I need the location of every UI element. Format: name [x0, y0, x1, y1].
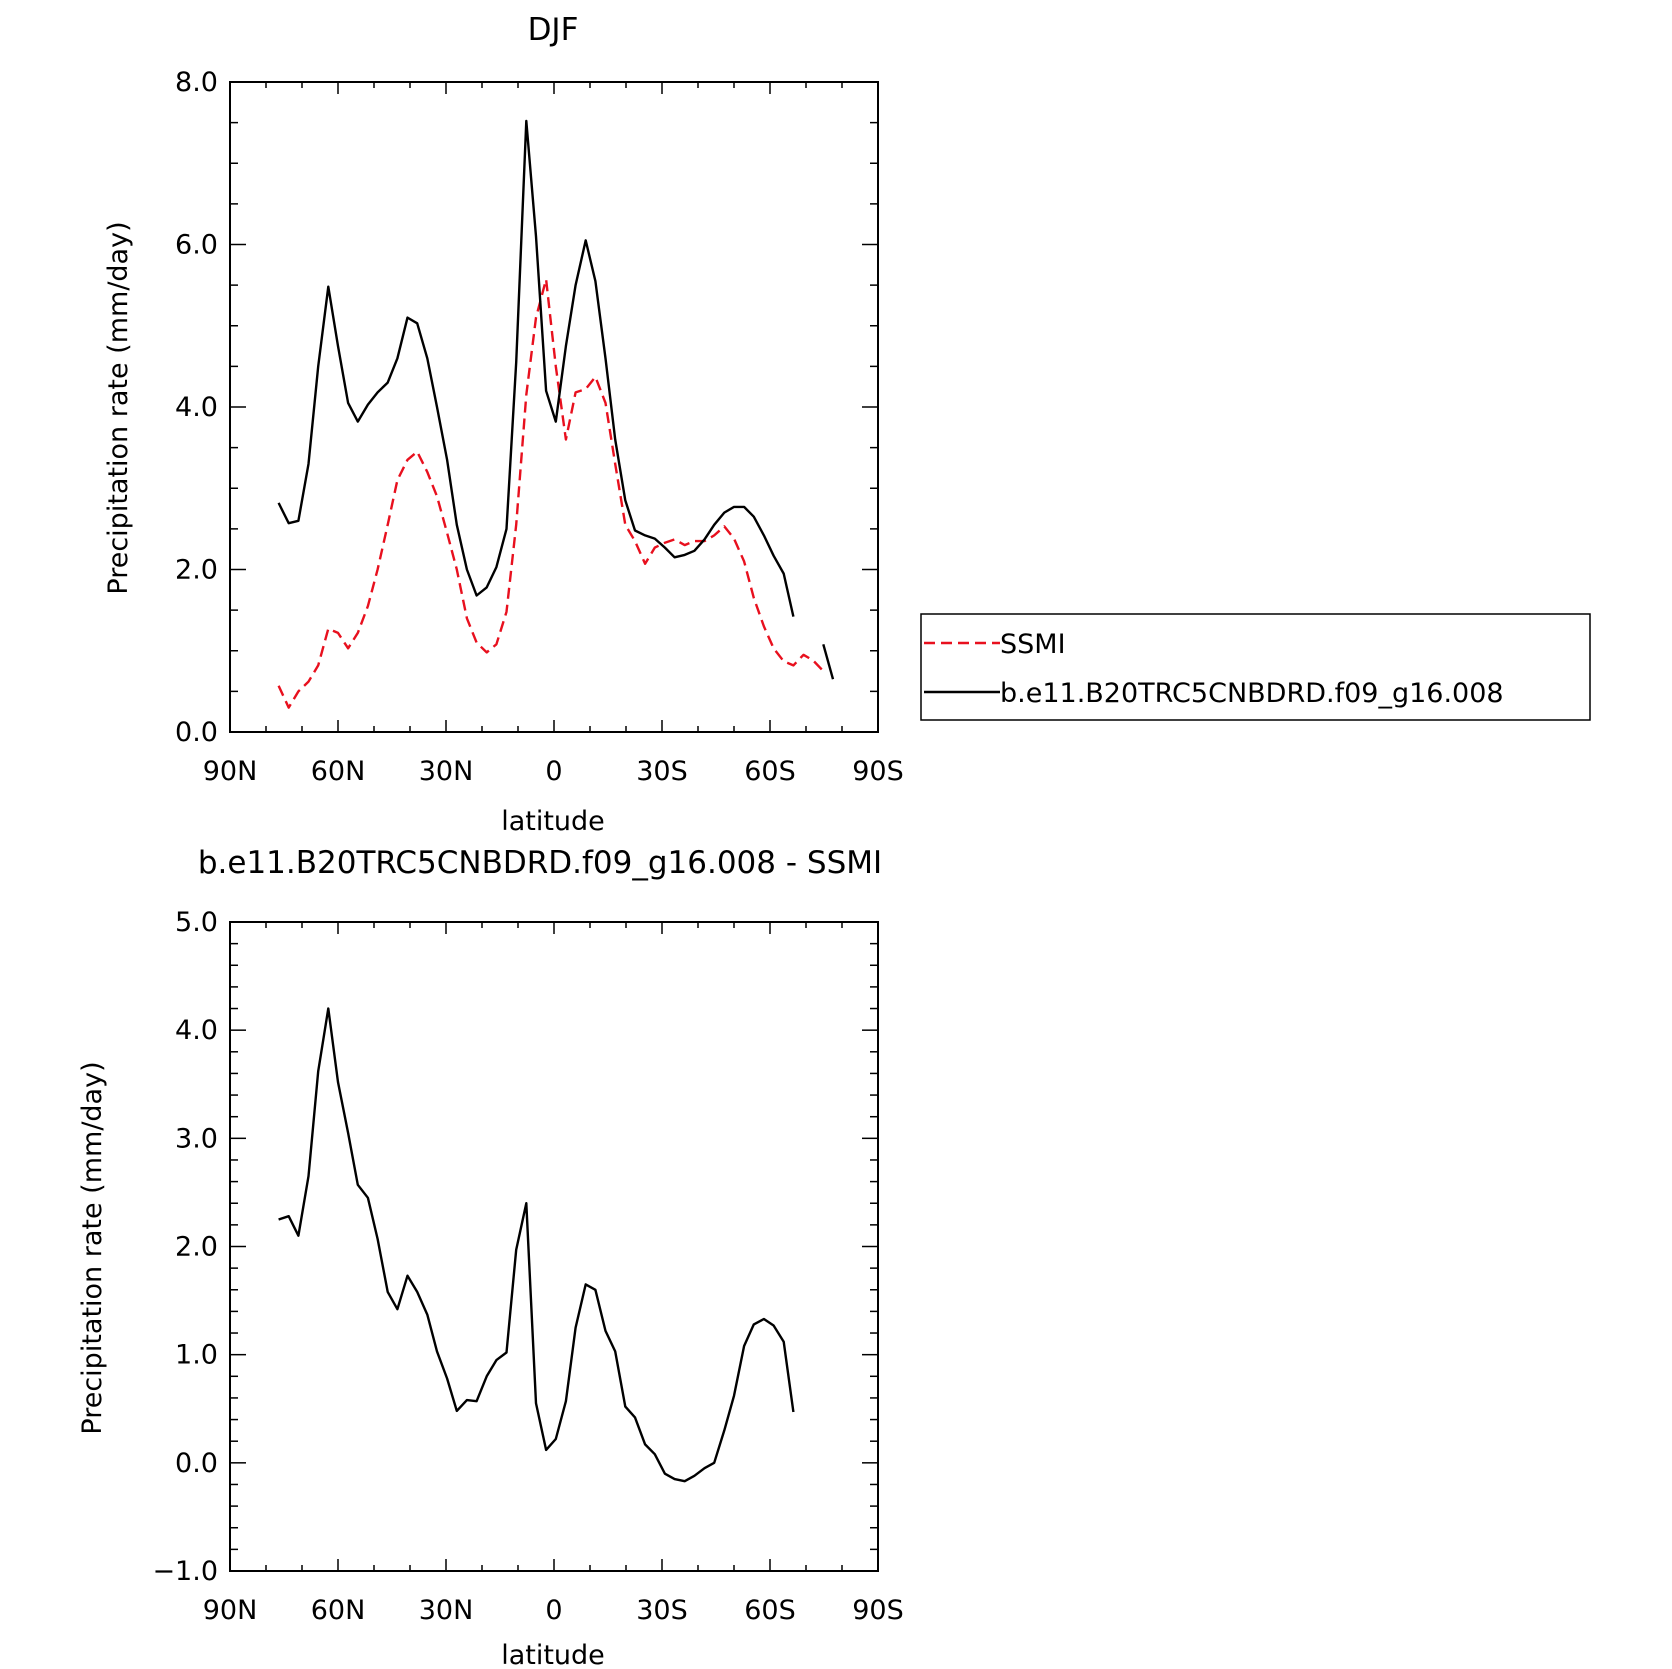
- top-x-tick-label: 60S: [744, 756, 796, 787]
- legend-label-ssmi: SSMI: [1000, 629, 1066, 660]
- legend: SSMI b.e11.B20TRC5CNBDRD.f09_g16.008: [920, 613, 1591, 721]
- top-y-tick-label: 2.0: [175, 555, 218, 586]
- top-x-tick-label: 90S: [852, 756, 904, 787]
- top-x-tick-label: 90N: [203, 756, 258, 787]
- legend-box: [920, 613, 1591, 721]
- top-y-tick-label: 4.0: [175, 392, 218, 423]
- bottom-x-tick-label: 60S: [744, 1595, 796, 1626]
- top-x-tick-label: 30S: [636, 756, 688, 787]
- bottom-x-tick-label: 30S: [636, 1595, 688, 1626]
- bottom-y-tick-label: −1.0: [152, 1556, 218, 1587]
- top-x-axis-title: latitude: [501, 806, 605, 837]
- bottom-x-tick-label: 90S: [852, 1595, 904, 1626]
- top-series-line-b-e11-b20trc5cnbdrd-f09-g16-008-0: [277, 119, 795, 617]
- bottom-x-tick-label: 60N: [311, 1595, 366, 1626]
- top-series-line-b-e11-b20trc5cnbdrd-f09-g16-008-1: [822, 643, 835, 680]
- bottom-x-tick-label: 30N: [419, 1595, 474, 1626]
- bottom-x-tick-label: 0: [545, 1595, 562, 1626]
- bottom-y-tick-label: 0.0: [175, 1448, 218, 1479]
- bottom-y-tick-label: 5.0: [175, 907, 218, 938]
- legend-label-model: b.e11.B20TRC5CNBDRD.f09_g16.008: [1000, 678, 1504, 709]
- bottom-panel: b.e11.B20TRC5CNBDRD.f09_g16.008 - SSMI l…: [77, 845, 904, 1669]
- top-x-tick-label: 60N: [311, 756, 366, 787]
- bottom-x-axis-title: latitude: [501, 1640, 605, 1669]
- top-series-line-ssmi-0: [277, 278, 825, 709]
- bottom-y-tick-label: 3.0: [175, 1123, 218, 1154]
- top-y-tick-label: 8.0: [175, 67, 218, 98]
- bottom-x-tick-label: 90N: [203, 1595, 258, 1626]
- top-plot-area: 90N 60N 30N 0 30S 60S 90S 0.0 2.0 4.0 6.0 8.0: [175, 67, 904, 787]
- top-y-axis-title: Precipitation rate (mm/day): [103, 221, 134, 594]
- bottom-y-tick-label: 2.0: [175, 1232, 218, 1263]
- top-y-tick-label: 0.0: [175, 717, 218, 748]
- bottom-plot-area: 90N 60N 30N 0 30S 60S 90S −1.0 0.0 1.0 2.0 3.0 4.0 5.…: [152, 907, 903, 1626]
- bottom-y-tick-label: 1.0: [175, 1340, 218, 1371]
- top-x-tick-label: 0: [545, 756, 562, 787]
- top-x-tick-label: 30N: [419, 756, 474, 787]
- top-panel: DJF latitude Precipitation rate (mm/day)…: [103, 12, 904, 837]
- top-plot-title: DJF: [528, 12, 579, 48]
- top-y-tick-label: 6.0: [175, 230, 218, 261]
- bottom-plot-title: b.e11.B20TRC5CNBDRD.f09_g16.008 - SSMI: [198, 845, 882, 881]
- bottom-series-line-difference-0: [278, 1007, 795, 1483]
- bottom-y-axis-title: Precipitation rate (mm/day): [77, 1061, 108, 1434]
- bottom-y-tick-label: 4.0: [175, 1015, 218, 1046]
